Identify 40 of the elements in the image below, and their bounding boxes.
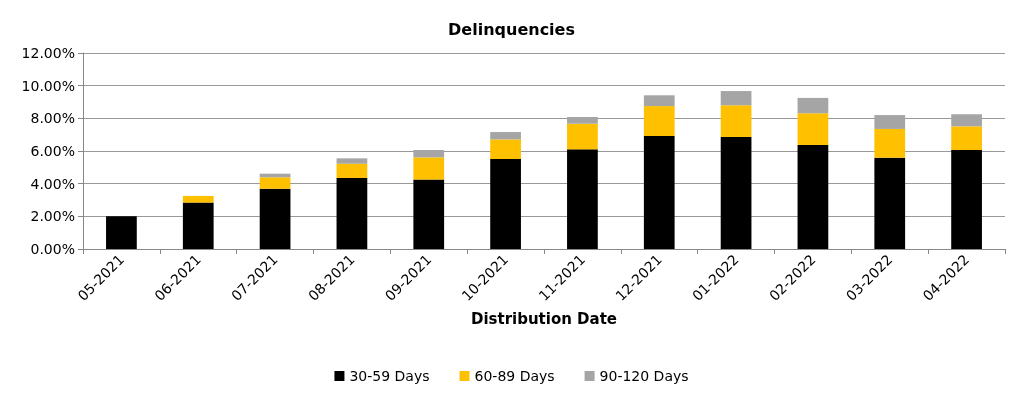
bar [336, 163, 368, 178]
y-tick-label: 0.00% [30, 241, 75, 257]
y-tick-label: 8.00% [30, 110, 75, 127]
y-tick-label: 10.00% [21, 77, 75, 94]
bar [413, 157, 445, 180]
legend-label: 90-120 Days [599, 368, 689, 384]
bar [874, 128, 906, 158]
bar [951, 150, 982, 249]
bar [797, 113, 829, 145]
bar [797, 97, 829, 114]
legend-label: 60-89 Days [474, 368, 555, 384]
bar [182, 195, 214, 203]
bar [643, 106, 675, 136]
bar [643, 135, 675, 249]
legend-label: 30-59 Days [349, 368, 430, 384]
x-axis-title: Distribution Date [470, 309, 618, 328]
bar [182, 202, 214, 249]
bar [106, 216, 137, 249]
bar [720, 91, 752, 106]
bar [567, 123, 598, 150]
bar [259, 177, 291, 189]
bar [490, 139, 521, 159]
y-tick-label: 4.00% [30, 175, 75, 192]
chart-title: Delinquencies [448, 19, 575, 39]
bar [336, 177, 368, 249]
bar [643, 95, 675, 107]
y-tick-label: 2.00% [30, 208, 75, 225]
bar [259, 188, 291, 249]
bar [874, 157, 906, 249]
bar [720, 105, 752, 137]
bar [951, 126, 982, 151]
bar [336, 158, 368, 164]
bar [797, 144, 829, 249]
y-tick-label: 6.00% [30, 143, 75, 159]
y-tick-label: 12.00% [21, 45, 75, 61]
bar [720, 136, 752, 249]
bar [413, 179, 445, 249]
bar [490, 132, 521, 140]
bar [567, 149, 598, 249]
bar [490, 159, 521, 249]
